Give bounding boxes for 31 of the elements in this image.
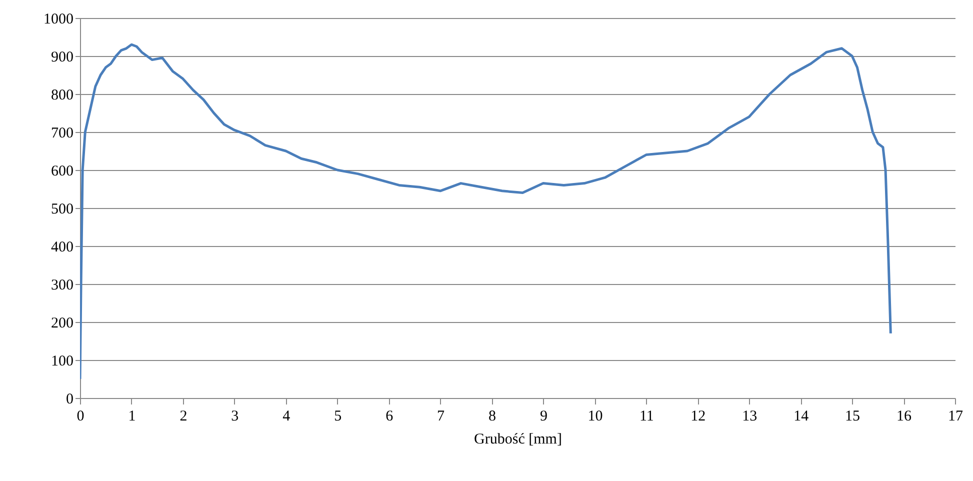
x-tick-label: 15 xyxy=(845,408,860,424)
x-tick-label: 1 xyxy=(128,408,136,424)
y-tick-label: 0 xyxy=(66,392,74,408)
y-tick-label: 600 xyxy=(51,164,74,180)
x-tick-label: 9 xyxy=(540,408,548,424)
x-tick-label: 7 xyxy=(437,408,446,424)
x-tick-label: 12 xyxy=(690,408,706,424)
y-tick-label: 800 xyxy=(51,88,74,104)
y-tick-label: 300 xyxy=(51,278,74,294)
line-series xyxy=(80,43,892,380)
x-tick-label: 10 xyxy=(588,408,603,424)
x-tick-label: 17 xyxy=(948,408,964,424)
x-tick-label: 4 xyxy=(282,408,291,424)
y-tick-label: 500 xyxy=(51,202,74,218)
x-tick-label: 16 xyxy=(896,408,912,424)
y-tick-label: 700 xyxy=(51,126,74,142)
x-tick-label: 5 xyxy=(334,408,342,424)
y-tick-label: 200 xyxy=(51,316,74,332)
y-tick-label: 1000 xyxy=(44,12,74,28)
y-tick-label: 400 xyxy=(51,240,74,256)
x-tick-label: 14 xyxy=(794,408,810,424)
x-tick-label: 0 xyxy=(76,408,84,424)
x-axis-title: Grubość [mm] xyxy=(474,432,562,448)
y-tick-label: 900 xyxy=(51,50,74,66)
x-tick-label: 3 xyxy=(231,408,239,424)
x-tick-label: 2 xyxy=(180,408,188,424)
x-tick-label: 8 xyxy=(488,408,496,424)
x-tick-label: 11 xyxy=(639,408,654,424)
x-tick-label: 6 xyxy=(386,408,394,424)
y-tick-label: 100 xyxy=(51,354,74,370)
x-tick-label: 13 xyxy=(742,408,758,424)
